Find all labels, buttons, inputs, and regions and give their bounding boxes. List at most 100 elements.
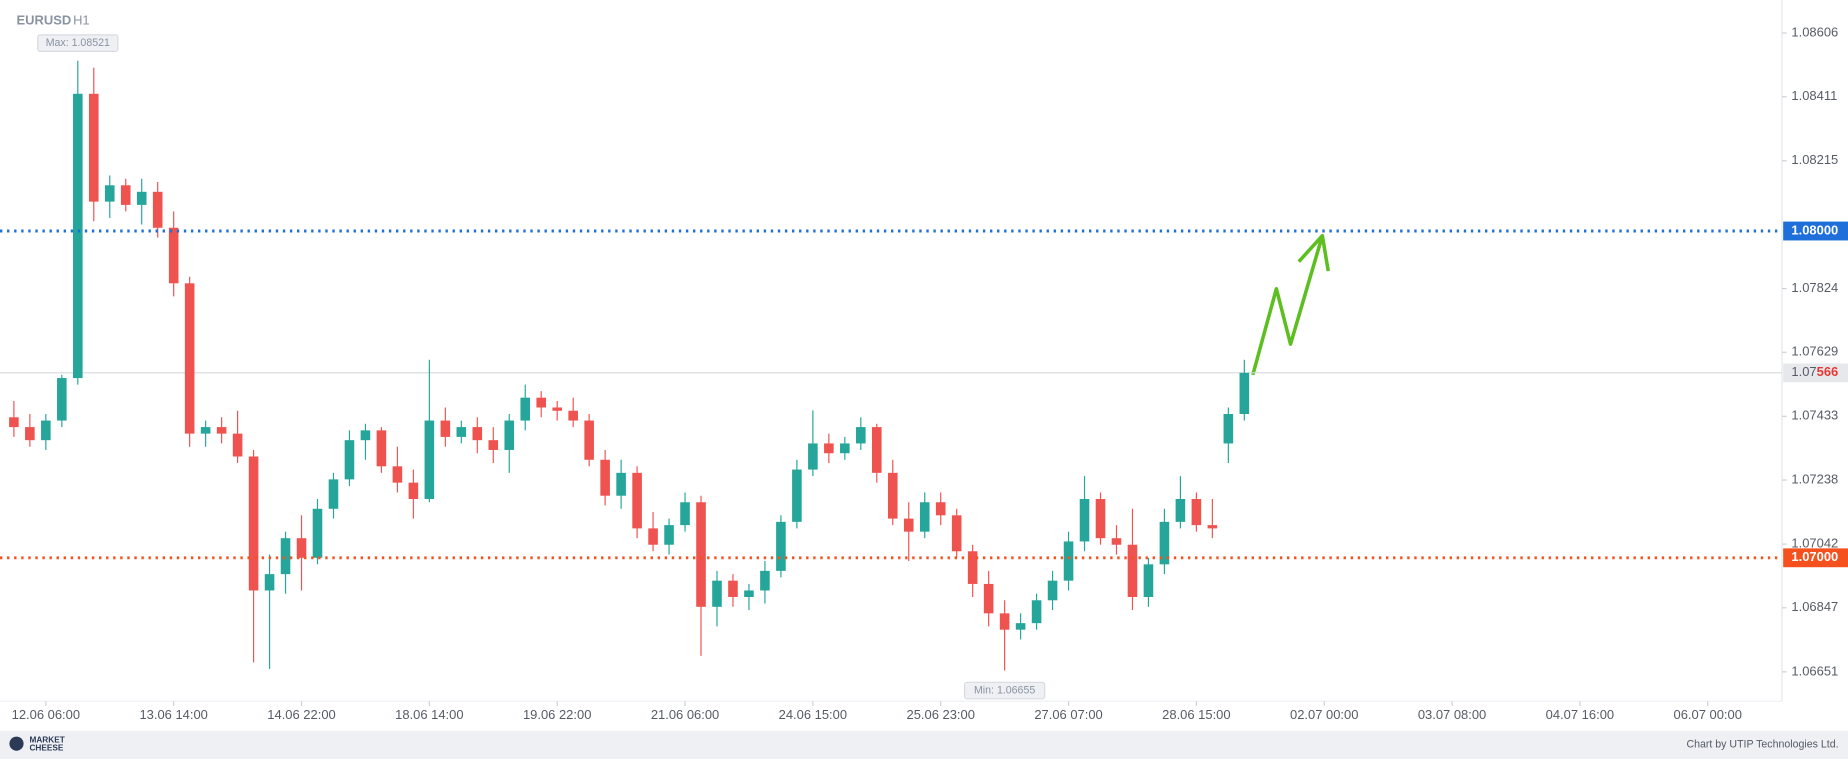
candle-body [168, 227, 179, 284]
candle-body [1191, 498, 1202, 526]
candle-body [856, 427, 866, 444]
x-tick-label: 24.06 15:00 [779, 707, 847, 722]
candle-body [408, 482, 419, 499]
candle-body [951, 515, 962, 552]
candle-body [232, 433, 243, 457]
candle-body [136, 191, 147, 205]
candle-body [871, 427, 882, 473]
candle-body [424, 420, 435, 499]
current-price-box [1783, 363, 1848, 383]
x-tick-label: 14.06 22:00 [267, 707, 335, 722]
symbol: EURUSD [16, 13, 71, 28]
candle-body [696, 502, 706, 607]
candle-body [664, 525, 674, 545]
candle-body [504, 420, 515, 450]
y-tick-label: 1.07629 [1791, 344, 1838, 359]
candle-body [344, 440, 355, 480]
y-tick-label: 1.07433 [1791, 408, 1838, 423]
candle-body [120, 185, 131, 205]
candle-body [25, 427, 35, 441]
candle-body [1207, 525, 1218, 529]
logo-text: CHEESE [29, 744, 63, 753]
candle-body [600, 459, 610, 496]
candle-body [1143, 564, 1154, 598]
candle-body [712, 580, 722, 607]
current-price-part: 1.07 [1791, 364, 1816, 379]
x-tick-label: 19.06 22:00 [523, 707, 591, 722]
min-box [963, 681, 1046, 700]
current-price-part: 566 [1817, 364, 1839, 379]
candle-body [1175, 498, 1186, 522]
x-tick-label: 04.07 16:00 [1546, 707, 1614, 722]
candle-body [1047, 580, 1058, 601]
candle-body [840, 443, 850, 454]
min-label: Min: 1.06655 [974, 684, 1035, 696]
y-tick-label: 1.07042 [1791, 535, 1838, 550]
candle-body [328, 479, 339, 509]
candle-body [1127, 544, 1138, 598]
timeframe: H1 [73, 13, 90, 28]
candle-body [200, 427, 211, 434]
candle-body [680, 502, 690, 526]
candle-body [1031, 600, 1042, 624]
candle-body [935, 502, 946, 516]
candle-body [104, 185, 115, 202]
candle-body [440, 420, 451, 437]
candle-body [1159, 521, 1170, 565]
candle-body [967, 551, 978, 584]
candle-body [1063, 541, 1074, 581]
candle-body [919, 502, 930, 532]
candle-body [280, 538, 291, 575]
x-tick-label: 28.06 15:00 [1162, 707, 1230, 722]
candle-body [88, 93, 99, 202]
candle-body [296, 538, 307, 558]
candle-body [1111, 538, 1122, 545]
candle-body [264, 574, 275, 591]
candle-body [552, 407, 562, 411]
candle-body [760, 570, 770, 591]
candle-body [520, 397, 531, 421]
candle-body [392, 466, 403, 483]
footer-bar [0, 730, 1848, 759]
candle-body [584, 420, 594, 460]
candle-body [1079, 498, 1090, 542]
candle-body [808, 443, 818, 470]
candle-body [999, 613, 1010, 630]
candle-body [9, 417, 19, 428]
candle-body [616, 472, 626, 496]
candle-body [312, 508, 323, 558]
candle-body [744, 590, 754, 598]
y-tick-label: 1.08411 [1791, 88, 1837, 103]
candle-body [57, 378, 67, 421]
candle-body [488, 440, 499, 450]
candle-body [184, 283, 195, 434]
candle-body [1095, 498, 1106, 539]
y-tick-label: 1.07238 [1791, 471, 1838, 486]
candle-body [1223, 414, 1234, 444]
candle-body [776, 521, 786, 571]
candle-body [472, 427, 483, 441]
candle-body [792, 469, 802, 522]
credit: Chart by UTIP Technologies Ltd. [1686, 739, 1838, 751]
x-tick-label: 02.07 00:00 [1290, 707, 1358, 722]
candle-body [632, 472, 642, 529]
x-tick-label: 18.06 14:00 [395, 707, 463, 722]
y-tick-label: 1.06651 [1791, 663, 1838, 678]
candle-body [360, 430, 371, 441]
level-label: 1.07000 [1791, 549, 1838, 564]
candle-body [887, 472, 898, 519]
candle-body [1239, 372, 1250, 415]
x-tick-label: 06.07 00:00 [1674, 707, 1742, 722]
candle-body [536, 397, 547, 408]
x-tick-label: 03.07 08:00 [1418, 707, 1486, 722]
x-tick-label: 21.06 06:00 [651, 707, 719, 722]
forecast-arrow [1251, 233, 1330, 376]
candle-body [824, 443, 834, 454]
candle-body [728, 580, 738, 598]
candle-body [248, 456, 259, 591]
logo: MARKET CHEESE [9, 735, 65, 753]
y-tick-label: 1.07824 [1791, 280, 1838, 295]
candle-body [152, 191, 163, 228]
